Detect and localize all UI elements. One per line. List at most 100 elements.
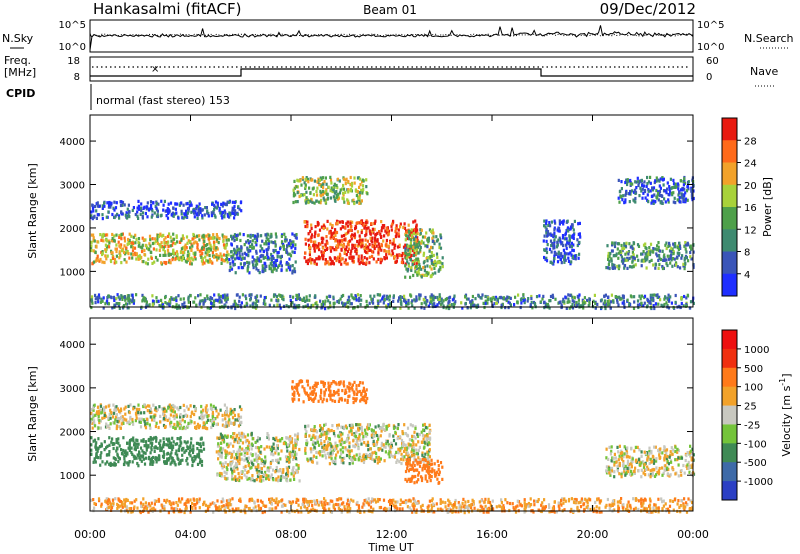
velocity-cell — [113, 463, 117, 467]
power-cell — [632, 265, 635, 269]
velocity-cell — [189, 415, 192, 419]
power-cell — [159, 253, 162, 257]
power-cell — [556, 243, 559, 247]
power-cell — [429, 255, 432, 259]
power-cell — [558, 222, 561, 226]
power-cell — [234, 306, 237, 311]
power-cell — [232, 211, 235, 216]
power-cell — [224, 202, 227, 207]
power-cell — [683, 194, 686, 198]
velocity-cell — [288, 438, 291, 442]
power-cell — [365, 185, 368, 189]
power-cell — [264, 268, 267, 272]
power-cell — [550, 233, 553, 237]
power-cell — [314, 243, 317, 247]
velocity-cell — [361, 381, 364, 385]
velocity-cell — [251, 477, 254, 481]
power-cell — [358, 191, 361, 195]
power-cell — [123, 250, 126, 255]
power-cell — [118, 256, 121, 260]
velocity-cell — [227, 414, 230, 418]
power-cell — [336, 186, 339, 190]
power-cell — [235, 250, 238, 254]
power-cell — [198, 301, 202, 305]
power-cell — [304, 183, 307, 187]
power-cell — [559, 238, 562, 242]
power-cell — [317, 257, 320, 261]
power-cell — [668, 297, 671, 301]
power-cell — [272, 264, 275, 268]
power-cell — [251, 302, 254, 306]
power-cell — [619, 253, 622, 257]
power-cell — [167, 202, 170, 206]
velocity-cell — [204, 409, 207, 413]
velocity-cell — [211, 423, 215, 427]
power-cell — [117, 240, 120, 244]
power-cell — [657, 258, 660, 262]
power-cell — [426, 299, 429, 303]
power-cell — [343, 250, 346, 254]
power-y-label: Slant Range [km] — [26, 163, 39, 259]
power-cell — [114, 303, 117, 307]
power-cell — [224, 295, 227, 299]
velocity-cell — [288, 460, 291, 464]
power-cell — [109, 258, 112, 263]
power-cell — [208, 241, 211, 245]
power-cell — [208, 297, 212, 301]
power-cell — [308, 250, 312, 254]
power-cell — [216, 247, 219, 251]
power-cell — [419, 228, 422, 232]
power-cell — [238, 232, 242, 236]
velocity-cell — [191, 450, 195, 455]
velocity-cell — [149, 409, 152, 413]
power-cell — [91, 203, 94, 207]
velocity-cell — [103, 448, 106, 452]
velocity-cell — [221, 413, 224, 417]
velocity-cell — [239, 415, 243, 419]
power-cell — [349, 175, 352, 180]
velocity-cell — [165, 409, 168, 413]
power-cell — [137, 237, 141, 241]
velocity-cell — [128, 460, 131, 464]
power-cell — [412, 260, 415, 264]
power-cell — [567, 293, 570, 297]
power-cell — [178, 203, 181, 207]
velocity-cell — [124, 412, 127, 416]
power-cell — [517, 293, 520, 297]
power-cell — [282, 304, 286, 308]
power-cell — [322, 176, 325, 180]
power-cell — [413, 298, 416, 302]
velocity-cell — [266, 468, 269, 472]
power-cell — [660, 257, 663, 262]
power-cell — [177, 294, 180, 298]
power-cell — [249, 245, 252, 249]
power-cell — [214, 200, 218, 204]
power-cell — [162, 233, 165, 237]
power-cell — [376, 231, 379, 235]
power-cell — [647, 180, 651, 184]
power-cell — [578, 293, 581, 297]
power-cell — [91, 216, 94, 220]
velocity-cell — [239, 433, 242, 437]
power-cell — [141, 211, 145, 215]
power-cell — [125, 211, 128, 215]
velocity-cell — [336, 390, 339, 394]
power-cell — [448, 303, 451, 307]
velocity-cell — [204, 426, 207, 430]
power-cell — [678, 196, 681, 200]
power-cell — [315, 246, 318, 250]
power-cell — [304, 186, 307, 190]
power-cell — [294, 235, 297, 239]
power-cell — [307, 180, 310, 184]
velocity-cell — [297, 464, 300, 468]
power-cell — [683, 256, 686, 260]
velocity-cell — [117, 441, 120, 445]
power-cell — [645, 252, 648, 256]
power-cell — [336, 195, 339, 199]
power-cell — [427, 256, 430, 260]
velocity-cell — [143, 411, 146, 415]
velocity-cell — [143, 462, 147, 466]
power-cell — [321, 192, 324, 196]
velocity-cell — [200, 410, 203, 414]
power-cell — [363, 246, 366, 251]
